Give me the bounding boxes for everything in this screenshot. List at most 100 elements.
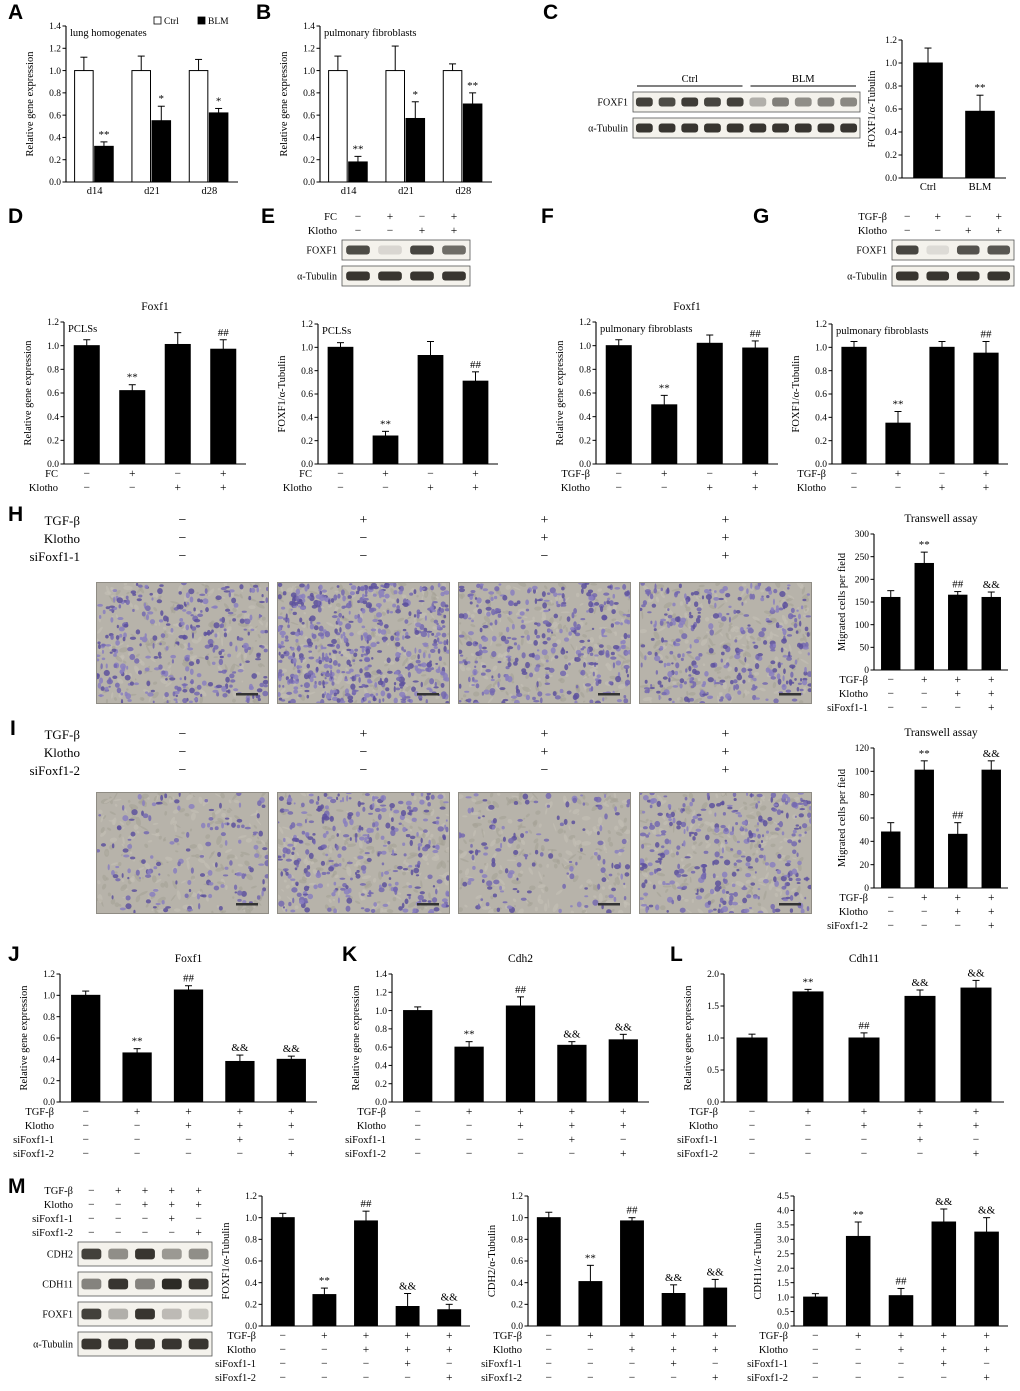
y-tick-label: 2.0 bbox=[777, 1264, 789, 1274]
condition-row-label: TGF-β bbox=[493, 1331, 522, 1342]
legend-label: Ctrl bbox=[164, 17, 179, 27]
tissue-texture-layer bbox=[278, 793, 449, 913]
y-tick-label: 1.2 bbox=[301, 320, 313, 330]
condition-row-label: TGF-β bbox=[561, 469, 590, 480]
condition-mark: + bbox=[446, 1372, 453, 1384]
bar bbox=[208, 112, 229, 183]
panel-label-g: G bbox=[753, 205, 770, 228]
bar bbox=[73, 345, 100, 465]
significance-label: && bbox=[563, 1029, 581, 1041]
condition-row-label: siFoxf1-1 bbox=[747, 1359, 788, 1370]
scale-bar bbox=[598, 693, 620, 696]
blot-band bbox=[108, 1338, 129, 1350]
condition-mark: − bbox=[82, 1134, 89, 1146]
significance-label: ** bbox=[853, 1209, 864, 1221]
bar bbox=[736, 1037, 768, 1103]
y-tick-label: 20 bbox=[860, 861, 870, 871]
y-tick-label: 4.5 bbox=[777, 1192, 789, 1202]
condition-mark: + bbox=[898, 1344, 905, 1356]
y-tick-label: 1.0 bbox=[47, 342, 59, 352]
bar bbox=[505, 1005, 536, 1103]
panel-label-a: A bbox=[8, 1, 24, 24]
blot-band bbox=[749, 97, 767, 107]
condition-mark: + bbox=[921, 674, 928, 686]
significance-label: && bbox=[707, 1266, 725, 1278]
blot-group-label: BLM bbox=[792, 74, 815, 85]
y-tick-label: 4.0 bbox=[777, 1207, 789, 1217]
bar bbox=[210, 348, 237, 465]
condition-mark: + bbox=[670, 1330, 677, 1342]
condition-row-label: Klotho bbox=[357, 1121, 386, 1132]
condition-mark: + bbox=[620, 1120, 627, 1132]
condition-mark: − bbox=[861, 1134, 868, 1146]
condition-mark: + bbox=[129, 468, 136, 480]
blot-condition-mark: − bbox=[355, 211, 362, 223]
bar bbox=[661, 1293, 686, 1327]
blot-condition-label: FC bbox=[324, 212, 337, 223]
y-tick-label: 0.5 bbox=[707, 1066, 719, 1076]
x-category-label: d14 bbox=[87, 186, 104, 197]
condition-mark: − bbox=[82, 1148, 89, 1160]
blot-band bbox=[704, 123, 721, 133]
scale-bar bbox=[598, 903, 620, 906]
condition-mark: − bbox=[466, 1134, 473, 1146]
condition-mark: + bbox=[237, 1106, 244, 1118]
y-axis-label: Relative gene expression bbox=[683, 985, 694, 1091]
chart-title: Foxf1 bbox=[141, 301, 169, 313]
condition-mark: − bbox=[517, 1134, 524, 1146]
y-tick-label: 0.6 bbox=[47, 389, 59, 399]
y-axis-label: Relative gene expression bbox=[19, 985, 30, 1091]
y-tick-label: 100 bbox=[855, 621, 870, 631]
condition-mark: + bbox=[220, 482, 227, 494]
bar bbox=[578, 1281, 603, 1327]
blot-condition-mark: − bbox=[88, 1227, 95, 1239]
significance-label: ** bbox=[659, 382, 670, 394]
y-tick-label: 1.2 bbox=[43, 970, 55, 980]
condition-row-label: siFoxf1-1 bbox=[13, 1135, 54, 1146]
chart-inner-label: pulmonary fibroblasts bbox=[324, 28, 416, 39]
condition-row-label: siFoxf1-2 bbox=[215, 1373, 256, 1384]
significance-label: && bbox=[983, 579, 1001, 591]
significance-label: ** bbox=[585, 1252, 596, 1264]
condition-mark: − bbox=[178, 549, 187, 564]
chart-svg: Foxf1 0.0 0.2 0.4 0.6 0.8 1.0 1.2 Relative gene … bbox=[13, 953, 317, 1160]
condition-mark: + bbox=[712, 1344, 719, 1356]
condition-mark: + bbox=[540, 531, 549, 546]
y-tick-label: 80 bbox=[860, 791, 870, 801]
blot-condition-mark: + bbox=[387, 211, 394, 223]
blot-band bbox=[794, 97, 812, 107]
condition-mark: + bbox=[382, 468, 389, 480]
stained-cells-layer bbox=[278, 583, 449, 703]
significance-label: ## bbox=[183, 973, 195, 985]
y-axis-label: Relative gene expression bbox=[25, 51, 36, 157]
condition-mark: − bbox=[280, 1344, 287, 1356]
blot-band bbox=[81, 1278, 102, 1290]
condition-mark: − bbox=[955, 702, 962, 714]
y-tick-label: 0 bbox=[864, 884, 869, 894]
condition-mark: + bbox=[983, 468, 990, 480]
significance-label: ## bbox=[952, 810, 964, 822]
condition-mark: + bbox=[237, 1120, 244, 1132]
blot-band bbox=[817, 123, 835, 133]
blot-band bbox=[135, 1248, 155, 1260]
condition-mark: − bbox=[382, 482, 389, 494]
blot-band bbox=[726, 97, 744, 107]
stained-cells-layer bbox=[97, 583, 268, 703]
condition-mark: − bbox=[983, 1358, 990, 1370]
y-tick-label: 0.2 bbox=[885, 151, 897, 161]
condition-row-label: TGF-β bbox=[357, 1107, 386, 1118]
scale-bar bbox=[236, 903, 258, 906]
bar bbox=[841, 346, 867, 465]
y-tick-label: 0.8 bbox=[43, 1013, 55, 1023]
blot-condition-mark: + bbox=[451, 225, 458, 237]
chart-svg: 0.0 0.2 0.4 0.6 0.8 1.0 1.2 1.4 Relative gene ex… bbox=[279, 22, 492, 197]
tissue-texture-layer bbox=[278, 583, 449, 703]
condition-mark: + bbox=[941, 1330, 948, 1342]
bar bbox=[74, 70, 94, 183]
blot-band bbox=[346, 245, 370, 255]
y-axis-label: Relative gene expression bbox=[555, 340, 566, 446]
condition-mark: − bbox=[185, 1134, 192, 1146]
micrograph-svg bbox=[278, 583, 449, 703]
condition-mark: − bbox=[587, 1344, 594, 1356]
y-tick-label: 1.0 bbox=[885, 59, 897, 69]
